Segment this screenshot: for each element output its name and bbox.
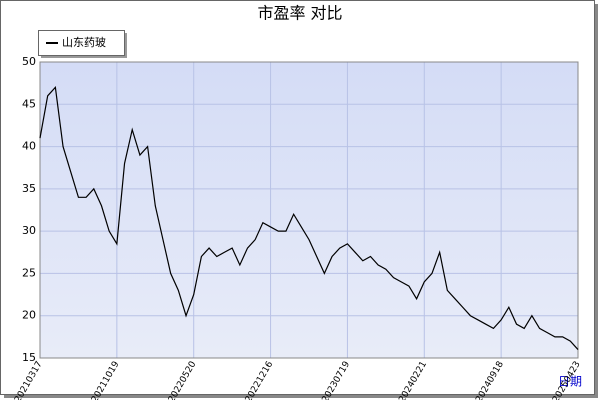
plot-border: [39, 61, 579, 359]
legend-label: 山东药玻: [62, 36, 106, 49]
y-tick-label: 25: [22, 266, 36, 279]
y-tick-label: 50: [22, 55, 36, 68]
y-tick-label: 20: [22, 309, 36, 322]
plot-area: [40, 62, 578, 358]
chart-title: 市盈率 对比: [257, 4, 342, 23]
series-line: [39, 86, 579, 350]
y-tick-label: 30: [22, 224, 36, 237]
y-tick-label: 45: [22, 97, 36, 110]
y-tick-label: 15: [22, 351, 36, 364]
x-axis-label: 日期: [558, 375, 582, 389]
y-tick-label: 35: [22, 182, 36, 195]
y-tick-label: 40: [22, 140, 36, 153]
